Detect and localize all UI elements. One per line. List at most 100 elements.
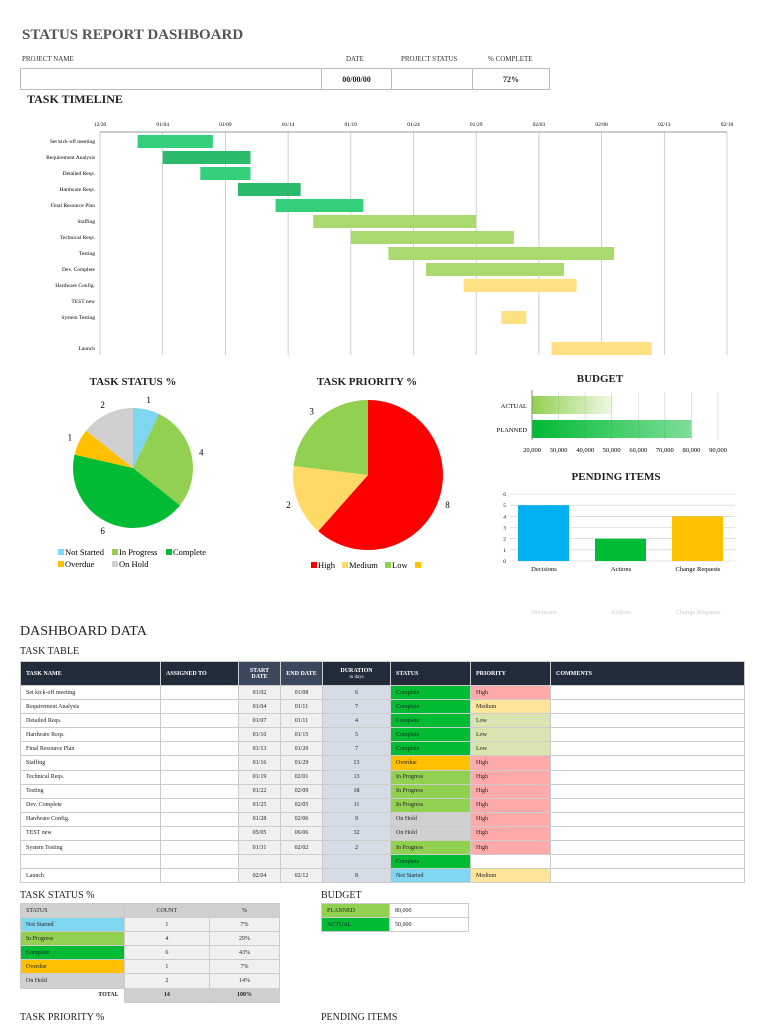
comments-cell[interactable] (550, 741, 745, 757)
status-cell: Not Started (390, 868, 471, 884)
task-name-cell: Final Resource Plan (20, 741, 161, 757)
col-duration-unit: in days (349, 674, 364, 680)
task-bar[interactable] (463, 279, 577, 292)
table-row[interactable]: TEST new 05/05 06/06 32 On Hold High (20, 825, 745, 842)
legend-swatch (342, 562, 348, 568)
pending-bar[interactable] (518, 505, 569, 561)
table-row[interactable]: System Testing 01/31 02/02 2 In Progress High (20, 840, 745, 856)
budget-label-cell: PLANNED (321, 902, 390, 919)
pending-bar[interactable] (595, 538, 646, 561)
task-bar[interactable] (137, 135, 213, 148)
task-name-cell: Hardware Config. (20, 811, 161, 827)
duration-cell: 7 (322, 741, 391, 757)
start-date-cell: 01/07 (238, 713, 281, 729)
project-status-field[interactable] (392, 69, 473, 89)
end-date-cell: 06/06 (280, 825, 323, 842)
task-bar[interactable] (200, 167, 251, 180)
pending-bar[interactable] (672, 516, 723, 561)
timeline-tick: 01/24 (407, 122, 420, 128)
budget-bar[interactable] (532, 396, 612, 414)
pending-tick: 1 (503, 548, 506, 554)
table-row[interactable]: Launch 02/04 02/12 8 Not Started Medium (20, 868, 745, 884)
start-date-cell: 01/16 (238, 755, 281, 771)
task-label: Hardware Config. (55, 282, 95, 289)
assigned-to-cell (160, 825, 239, 842)
col-assigned: ASSIGNED TO (160, 661, 239, 686)
table-row[interactable]: Staffing 01/16 01/29 13 Overdue High (20, 755, 745, 771)
table-row[interactable]: Hardware Config. 01/28 02/06 9 On Hold High (20, 811, 745, 827)
date-field[interactable]: 00/00/00 (322, 69, 392, 89)
priority-cell (470, 854, 551, 870)
task-bar[interactable] (313, 215, 477, 228)
task-bar[interactable] (162, 151, 251, 164)
comments-cell[interactable] (550, 684, 745, 701)
legend-swatch (58, 561, 64, 567)
table-row: ACTUAL 50,000 (321, 917, 469, 933)
task-label: Testing (79, 251, 95, 257)
status-cell: On Hold (20, 973, 125, 989)
priority-cell: Low (470, 727, 551, 743)
pie-slice[interactable] (74, 430, 133, 468)
table-row[interactable]: Final Resource Plan 01/13 01/20 7 Complete Lo… (20, 741, 745, 757)
budget-tick: 30,000 (550, 447, 568, 454)
pie-data-label: 6 (100, 526, 105, 536)
end-date-cell: 02/05 (280, 797, 323, 813)
assigned-to-cell (160, 699, 239, 715)
pie-slice[interactable] (293, 465, 368, 532)
comments-cell[interactable] (550, 769, 745, 785)
table-row[interactable]: Requirement Analysis 01/04 01/11 7 Complete M… (20, 699, 745, 715)
status-cell: In Progress (390, 840, 471, 856)
count-cell: 4 (123, 931, 210, 947)
start-date-cell: 01/31 (238, 840, 281, 856)
col-start: START DATE (238, 661, 281, 686)
priority-chart-title: TASK PRIORITY % (316, 376, 418, 388)
comments-cell[interactable] (550, 811, 745, 827)
task-bar[interactable] (501, 311, 527, 324)
count-cell: 1 (123, 917, 210, 933)
priority-cell: High (470, 755, 551, 771)
comments-cell[interactable] (550, 825, 745, 842)
comments-cell[interactable] (550, 783, 745, 799)
budget-bar[interactable] (532, 420, 692, 438)
pie-slice[interactable] (318, 400, 443, 550)
task-bar[interactable] (551, 342, 652, 355)
status-cell: Complete (390, 854, 471, 870)
pie-slice[interactable] (86, 408, 133, 468)
pie-slice[interactable] (73, 454, 180, 528)
comments-cell[interactable] (550, 755, 745, 771)
task-bar[interactable] (388, 247, 615, 260)
task-bar[interactable] (275, 199, 364, 212)
table-row[interactable]: Hardware Reqs. 01/10 01/15 5 Complete Low (20, 727, 745, 743)
task-name-cell: Hardware Reqs. (20, 727, 161, 743)
task-label: Dev. Complete (62, 267, 95, 273)
complete-field[interactable]: 72% (503, 74, 519, 84)
timeline-tick: 02/03 (533, 122, 546, 128)
pie-slice[interactable] (133, 408, 160, 468)
legend-label: On Hold (119, 559, 149, 569)
task-name-cell: Set kick-off meeting (20, 684, 161, 701)
table-row[interactable]: Testing 01/22 02/09 18 In Progress High (20, 783, 745, 799)
task-bar[interactable] (237, 183, 301, 196)
task-bar[interactable] (426, 263, 564, 276)
duration-cell: 6 (322, 684, 391, 701)
table-row[interactable]: Detailed Reqs. 01/07 01/11 4 Complete Low (20, 713, 745, 729)
comments-cell[interactable] (550, 699, 745, 715)
comments-cell[interactable] (550, 840, 745, 856)
pie-slice[interactable] (133, 413, 193, 506)
comments-cell[interactable] (550, 713, 745, 729)
task-bar[interactable] (350, 231, 514, 244)
comments-cell[interactable] (550, 854, 745, 870)
table-row[interactable]: Dev. Complete 01/25 02/05 11 In Progress High (20, 797, 745, 813)
start-date-cell: 02/04 (238, 868, 281, 884)
comments-cell[interactable] (550, 797, 745, 813)
count-cell: 2 (123, 973, 210, 989)
table-row[interactable]: Set kick-off meeting 01/02 01/08 6 Complete H… (20, 684, 745, 701)
comments-cell[interactable] (550, 727, 745, 743)
table-row[interactable]: Complete (20, 854, 745, 870)
comments-cell[interactable] (550, 868, 745, 884)
task-label: Set kick-off meeting (50, 138, 95, 145)
pie-slice[interactable] (293, 400, 368, 475)
table-row[interactable]: Technical Reqs. 01/19 02/01 13 In Progress Hi… (20, 769, 745, 785)
project-name-field[interactable] (21, 69, 322, 89)
start-date-cell: 01/25 (238, 797, 281, 813)
